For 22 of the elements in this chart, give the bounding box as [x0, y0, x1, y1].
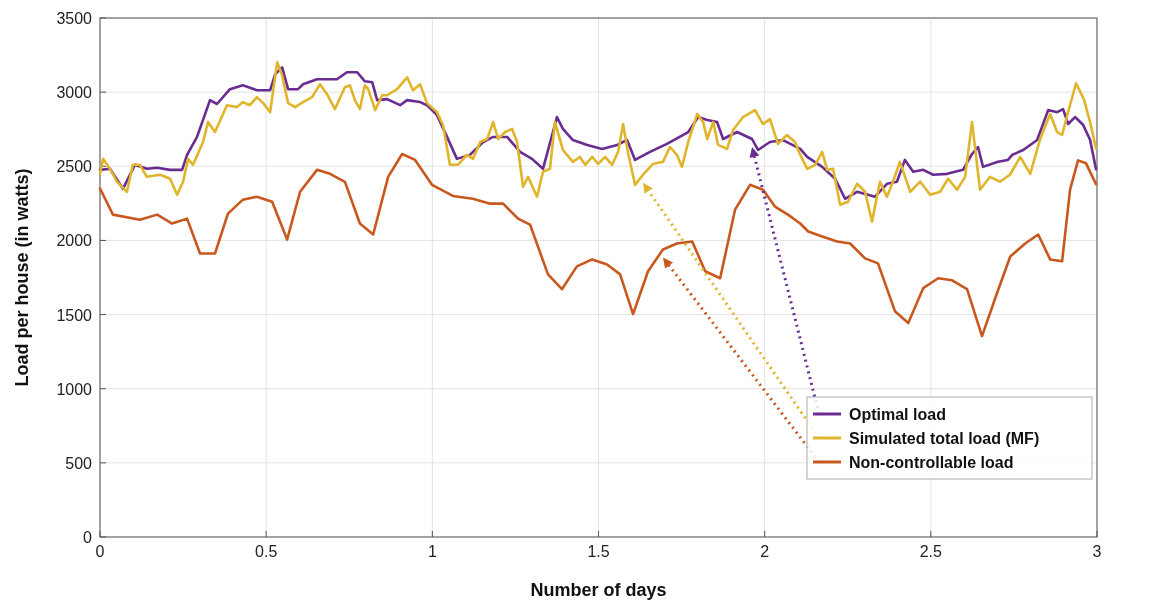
x-tick-label: 2 [760, 543, 770, 560]
legend-label: Simulated total load (MF) [849, 430, 1040, 447]
x-axis-title: Number of days [530, 580, 667, 600]
y-axis-title: Load per house (in watts) [12, 168, 32, 387]
y-tick-label: 1000 [56, 380, 93, 398]
x-tick-label: 2.5 [919, 543, 943, 560]
legend-label: Non-controllable load [849, 454, 1014, 471]
line-series [98, 61, 1098, 223]
line-series [98, 152, 1098, 338]
x-tick-label: 1 [427, 543, 437, 560]
y-tick-label: 1500 [56, 306, 93, 324]
x-tick-label: 0.5 [255, 543, 278, 560]
y-tick-label: 3500 [56, 10, 93, 27]
y-tick-label: 3000 [56, 84, 93, 102]
legend-label: Optimal load [849, 406, 946, 423]
y-tick-label: 0 [83, 529, 93, 546]
x-tick-label: 3 [1092, 543, 1102, 560]
y-tick-label: 2000 [56, 232, 93, 250]
x-tick-label: 1.5 [587, 543, 610, 560]
y-tick-label: 500 [65, 454, 93, 472]
x-tick-label: 0 [95, 543, 105, 560]
y-tick-label: 2500 [56, 158, 93, 176]
